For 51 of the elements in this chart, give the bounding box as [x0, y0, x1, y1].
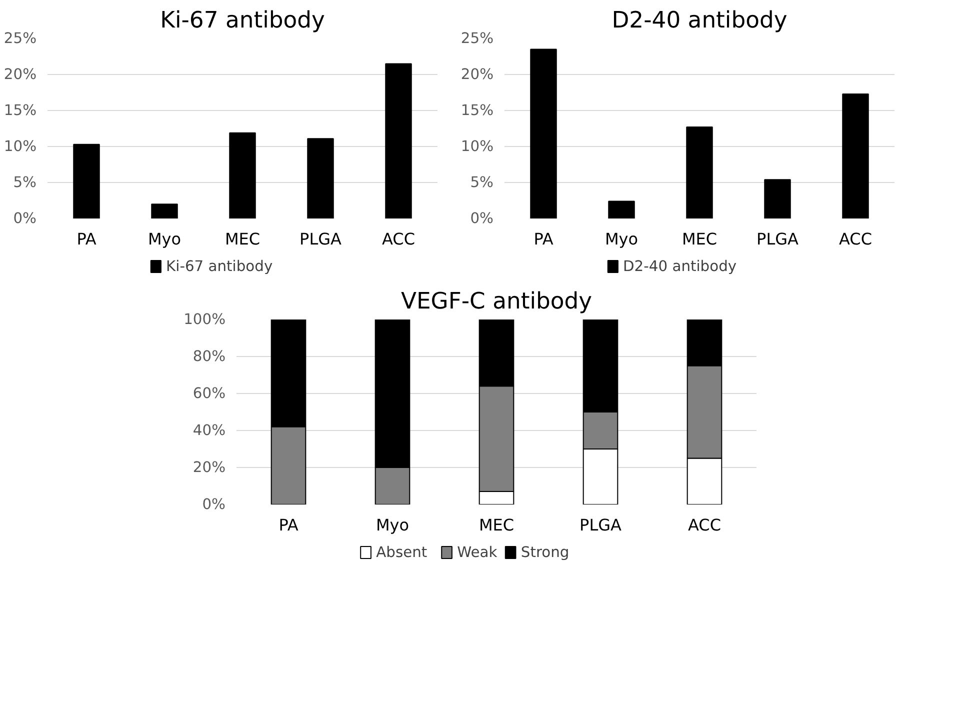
y-tick-label: 15%: [4, 102, 37, 119]
y-tick-label: 0%: [470, 210, 494, 227]
y-tick-label: 0%: [13, 210, 37, 227]
y-tick-label: 15%: [460, 102, 494, 119]
y-tick-label: 5%: [470, 174, 494, 191]
y-tick-label: 20%: [192, 459, 226, 476]
x-tick-label: ACC: [688, 516, 722, 534]
bar: [764, 179, 791, 218]
y-tick-label: 80%: [192, 348, 226, 365]
x-tick-label: MEC: [478, 516, 514, 534]
x-tick-label: Myo: [148, 230, 182, 248]
x-tick-label: PLGA: [756, 230, 799, 248]
bar: [73, 144, 100, 218]
y-tick-label: 60%: [192, 385, 226, 402]
x-tick-label: ACC: [838, 230, 872, 248]
chart-title: VEGF-C antibody: [400, 288, 592, 314]
bar: [686, 126, 713, 218]
x-tick-label: Myo: [376, 516, 410, 534]
legend-label: Weak: [457, 544, 498, 561]
bar: [307, 138, 334, 218]
y-tick-label: 100%: [184, 311, 226, 328]
y-tick-label: 20%: [4, 66, 37, 83]
x-tick-label: MEC: [224, 230, 260, 248]
x-tick-label: PA: [278, 516, 298, 534]
y-tick-label: 25%: [4, 30, 37, 47]
bar: [842, 93, 869, 218]
bar: [229, 132, 256, 218]
chart-title: D2-40 antibody: [612, 8, 788, 34]
y-tick-label: 40%: [192, 422, 226, 439]
legend-label: Ki-67 antibody: [166, 258, 273, 275]
bar: [608, 200, 635, 218]
x-tick-label: PA: [534, 230, 554, 248]
x-tick-label: PLGA: [300, 230, 342, 248]
legend-label: Absent: [376, 544, 428, 561]
y-tick-label: 25%: [460, 30, 494, 47]
bar: [151, 204, 178, 218]
x-tick-label: ACC: [382, 230, 416, 248]
x-tick-label: PA: [76, 230, 96, 248]
legend-label: Strong: [520, 544, 570, 561]
chart-title: Ki-67 antibody: [160, 8, 325, 34]
y-tick-label: 0%: [202, 496, 226, 513]
legend-label: D2-40 antibody: [623, 258, 737, 275]
x-tick-label: MEC: [682, 230, 718, 248]
y-tick-label: 5%: [13, 174, 37, 191]
bar: [385, 63, 412, 218]
y-tick-label: 10%: [4, 138, 37, 155]
y-tick-label: 10%: [460, 138, 494, 155]
y-tick-label: 20%: [460, 66, 494, 83]
x-tick-label: Myo: [604, 230, 638, 248]
bar: [530, 48, 557, 218]
x-tick-label: PLGA: [580, 516, 622, 534]
